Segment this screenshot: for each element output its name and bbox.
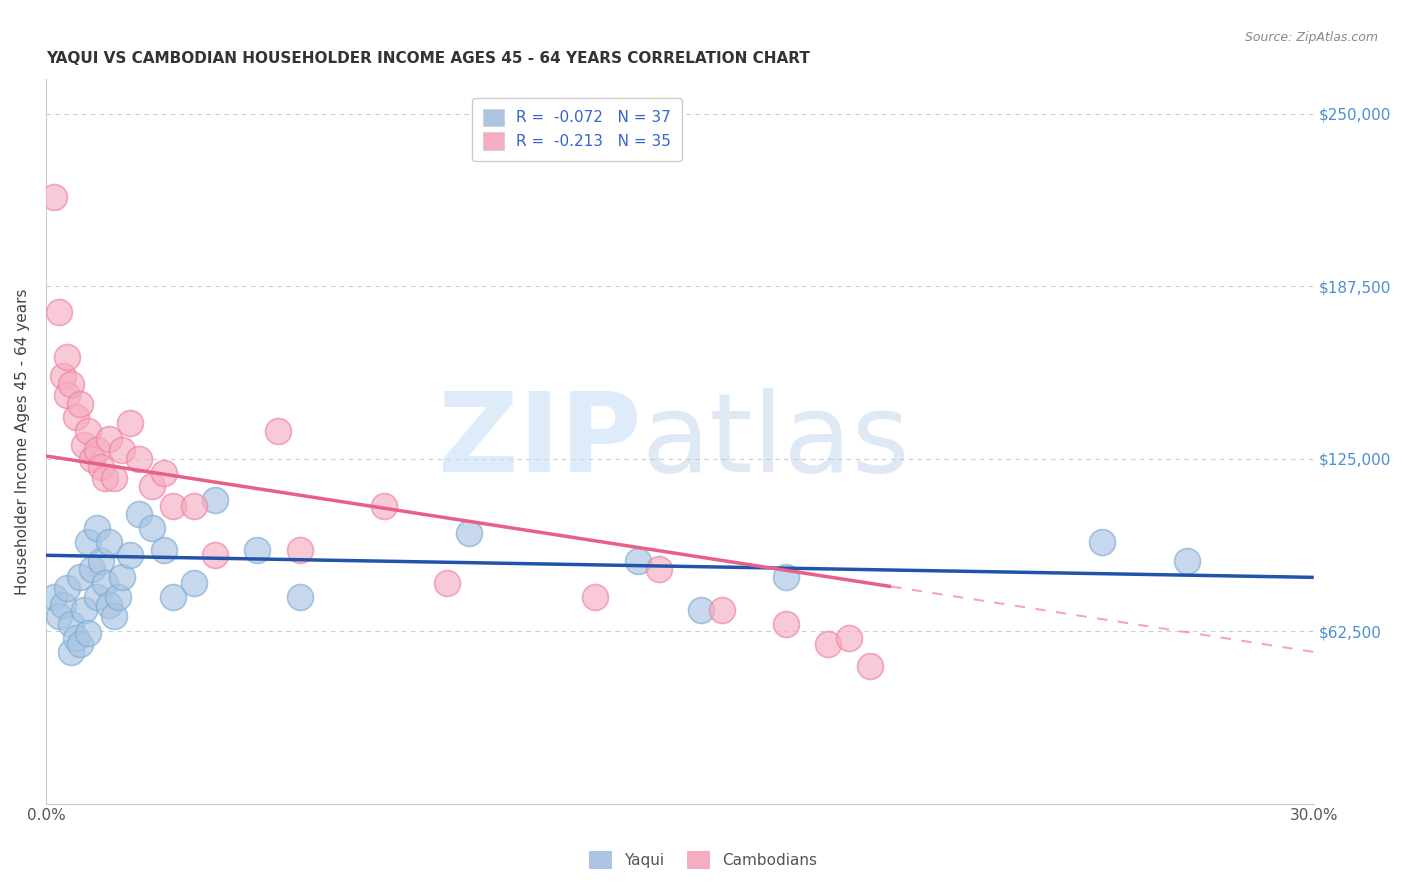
Point <box>141 521 163 535</box>
Point <box>103 471 125 485</box>
Point <box>60 645 83 659</box>
Point <box>98 534 121 549</box>
Point <box>48 305 70 319</box>
Point <box>44 590 66 604</box>
Point <box>73 603 96 617</box>
Point <box>457 526 479 541</box>
Point <box>267 424 290 438</box>
Point <box>98 433 121 447</box>
Point <box>775 617 797 632</box>
Point <box>56 582 79 596</box>
Point <box>246 542 269 557</box>
Point <box>162 499 184 513</box>
Point <box>626 554 648 568</box>
Point <box>111 570 134 584</box>
Point <box>775 570 797 584</box>
Point <box>82 562 104 576</box>
Legend: R =  -0.072   N = 37, R =  -0.213   N = 35: R = -0.072 N = 37, R = -0.213 N = 35 <box>472 98 682 161</box>
Point <box>141 479 163 493</box>
Point <box>86 521 108 535</box>
Point <box>859 658 882 673</box>
Point <box>1091 534 1114 549</box>
Point <box>162 590 184 604</box>
Point <box>120 549 142 563</box>
Point <box>153 542 176 557</box>
Text: ZIP: ZIP <box>439 388 641 495</box>
Point <box>648 562 671 576</box>
Y-axis label: Householder Income Ages 45 - 64 years: Householder Income Ages 45 - 64 years <box>15 288 30 595</box>
Point <box>111 443 134 458</box>
Point <box>44 189 66 203</box>
Text: atlas: atlas <box>641 388 910 495</box>
Text: Source: ZipAtlas.com: Source: ZipAtlas.com <box>1244 31 1378 45</box>
Point <box>77 625 100 640</box>
Point <box>288 590 311 604</box>
Point <box>56 350 79 364</box>
Text: YAQUI VS CAMBODIAN HOUSEHOLDER INCOME AGES 45 - 64 YEARS CORRELATION CHART: YAQUI VS CAMBODIAN HOUSEHOLDER INCOME AG… <box>46 51 810 66</box>
Point <box>52 368 75 383</box>
Point <box>103 609 125 624</box>
Legend: Yaqui, Cambodians: Yaqui, Cambodians <box>582 845 824 875</box>
Point <box>90 460 112 475</box>
Point <box>60 377 83 392</box>
Point <box>52 598 75 612</box>
Point <box>69 637 91 651</box>
Point <box>1175 554 1198 568</box>
Point <box>690 603 713 617</box>
Point <box>48 609 70 624</box>
Point <box>60 617 83 632</box>
Point <box>82 451 104 466</box>
Point <box>65 410 87 425</box>
Point <box>77 424 100 438</box>
Point <box>77 534 100 549</box>
Point <box>436 575 458 590</box>
Point <box>86 590 108 604</box>
Point <box>94 471 117 485</box>
Point <box>94 575 117 590</box>
Point <box>583 590 606 604</box>
Point <box>65 631 87 645</box>
Point <box>288 542 311 557</box>
Point <box>107 590 129 604</box>
Point <box>86 443 108 458</box>
Point <box>711 603 734 617</box>
Point <box>69 396 91 410</box>
Point <box>204 549 226 563</box>
Point <box>69 570 91 584</box>
Point <box>838 631 860 645</box>
Point <box>817 637 839 651</box>
Point <box>98 598 121 612</box>
Point <box>120 416 142 430</box>
Point <box>128 507 150 521</box>
Point <box>153 466 176 480</box>
Point <box>183 575 205 590</box>
Point <box>373 499 395 513</box>
Point <box>90 554 112 568</box>
Point <box>73 438 96 452</box>
Point <box>183 499 205 513</box>
Point <box>128 451 150 466</box>
Point <box>204 493 226 508</box>
Point <box>56 388 79 402</box>
